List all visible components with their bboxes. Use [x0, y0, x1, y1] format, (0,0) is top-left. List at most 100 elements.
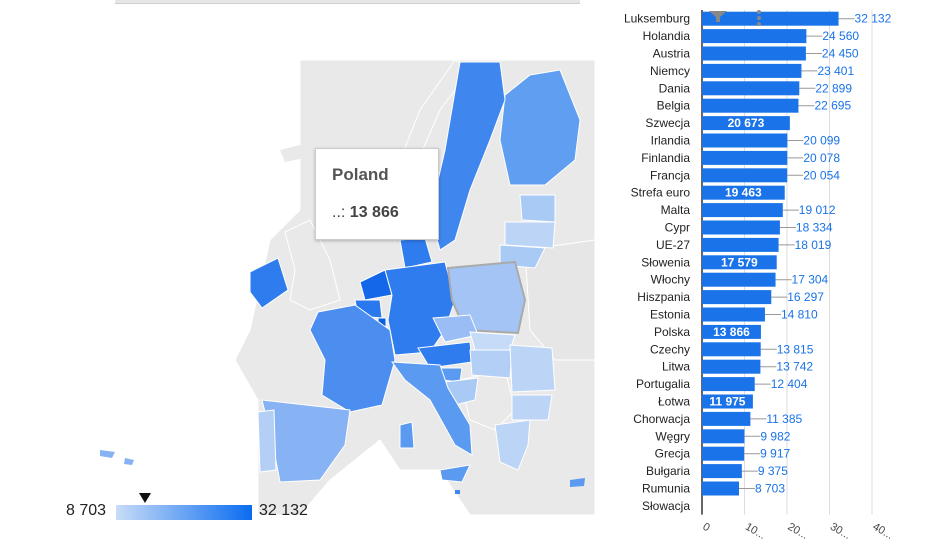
- value-label: 9 917: [760, 447, 790, 461]
- x-tick-label: 30...: [828, 521, 853, 542]
- bar: [702, 168, 788, 183]
- value-label: 11 975: [709, 395, 745, 409]
- value-label: 9 375: [758, 464, 788, 478]
- more-options-icon[interactable]: [757, 10, 761, 14]
- top-toolbar-strip: [115, 0, 580, 4]
- bar: [702, 464, 742, 479]
- chart-bars: [702, 11, 839, 496]
- legend-color-scale: [116, 505, 252, 520]
- category-label: Czechy: [650, 342, 690, 356]
- more-options-icon-dot2: [757, 16, 761, 20]
- category-label: Austria: [653, 47, 691, 61]
- map-ireland[interactable]: [249, 257, 289, 309]
- value-label: 18 334: [796, 221, 833, 235]
- x-tick-label: 20...: [786, 521, 811, 542]
- bar: [702, 342, 761, 357]
- filter-icon[interactable]: [709, 11, 727, 22]
- europe-choropleth-map[interactable]: [0, 0, 600, 545]
- bar: [702, 446, 745, 461]
- value-label: 20 054: [803, 168, 840, 182]
- legend-max-value: 32 132: [259, 502, 308, 519]
- more-options-icon-dot3: [757, 22, 761, 26]
- map-hungary[interactable]: [469, 349, 513, 379]
- chart-x-ticks: 0 10... 20... 30... 40...: [701, 521, 896, 542]
- bar: [702, 46, 806, 61]
- category-label: Francja: [650, 168, 690, 182]
- map-canaries[interactable]: [100, 450, 134, 465]
- category-label: Finlandia: [641, 151, 690, 165]
- bar: [702, 255, 777, 270]
- legend-min-value: 8 703: [66, 502, 107, 519]
- category-label: Hiszpania: [637, 290, 690, 304]
- bar: [702, 411, 751, 426]
- bar: [702, 133, 788, 148]
- map-malta[interactable]: [455, 490, 460, 494]
- bar-chart[interactable]: Luksemburg Holandia Austria Niemcy Dania Belg…: [595, 0, 943, 545]
- map-sicily[interactable]: [439, 464, 471, 483]
- tooltip-title: Poland: [332, 165, 389, 184]
- value-label: 20 673: [728, 116, 765, 130]
- x-tick-label: 40...: [871, 521, 896, 542]
- bar: [702, 359, 761, 374]
- map-greece[interactable]: [494, 419, 531, 471]
- chart-toolbar-icons[interactable]: [709, 10, 761, 26]
- bar: [702, 307, 765, 322]
- value-label: 16 297: [787, 290, 824, 304]
- category-label: Łotwa: [658, 395, 690, 409]
- map-sardinia[interactable]: [399, 421, 415, 449]
- category-label: Litwa: [662, 360, 690, 374]
- map-bulgaria[interactable]: [511, 394, 553, 421]
- bar: [702, 63, 802, 78]
- map-estonia[interactable]: [519, 194, 556, 223]
- category-label: Belgia: [657, 99, 691, 113]
- value-label: 14 810: [781, 308, 818, 322]
- tooltip-label: ..:: [332, 204, 346, 221]
- category-label: Rumunia: [642, 482, 690, 496]
- value-label: 13 815: [777, 342, 814, 356]
- map-tooltip: Poland ..: 13 866: [315, 148, 439, 240]
- bar: [702, 81, 800, 96]
- legend-position-marker: [139, 493, 151, 503]
- tooltip-value-row: ..: 13 866: [332, 204, 399, 222]
- bar: [702, 237, 779, 252]
- category-label: Słowenia: [641, 255, 690, 269]
- value-label: 18 019: [795, 238, 832, 252]
- value-label: 11 385: [766, 412, 802, 426]
- bar: [702, 394, 753, 409]
- category-label: Niemcy: [650, 64, 690, 78]
- value-label: 17 579: [721, 255, 758, 269]
- bar: [702, 11, 839, 26]
- value-label: 20 078: [803, 151, 840, 165]
- category-label: Węgry: [655, 429, 690, 443]
- category-label: Portugalia: [636, 377, 690, 391]
- category-label: Chorwacja: [633, 412, 690, 426]
- map-finland[interactable]: [499, 69, 581, 186]
- value-label: 12 404: [771, 377, 808, 391]
- category-label: Malta: [661, 203, 691, 217]
- map-romania[interactable]: [509, 344, 556, 393]
- bar: [702, 220, 780, 235]
- value-label: 23 401: [817, 64, 854, 78]
- map-france[interactable]: [309, 304, 396, 413]
- value-label: 24 450: [822, 47, 859, 61]
- value-label: 19 463: [725, 186, 762, 200]
- map-italy[interactable]: [390, 361, 473, 456]
- map-iceland-nodata: [280, 145, 305, 162]
- category-label: Irlandia: [651, 134, 691, 148]
- map-uk-nodata: [284, 219, 341, 311]
- value-label: 17 304: [792, 273, 829, 287]
- map-slovakia[interactable]: [469, 331, 516, 351]
- value-label: 19 012: [799, 203, 836, 217]
- bar: [702, 29, 807, 44]
- value-label: 9 982: [760, 429, 790, 443]
- value-label: 13 866: [713, 325, 750, 339]
- chart-value-labels: 32 132 24 560 24 450 23 401 22 899 22 695 20 6…: [709, 12, 891, 496]
- value-label: 32 132: [855, 12, 892, 26]
- map-east-nodata: [524, 239, 596, 361]
- map-portugal[interactable]: [257, 409, 277, 473]
- category-label: Grecja: [655, 447, 691, 461]
- map-cyprus[interactable]: [570, 478, 585, 487]
- category-label: Polska: [654, 325, 690, 339]
- map-latvia[interactable]: [504, 221, 556, 249]
- category-label: Strefa euro: [631, 186, 691, 200]
